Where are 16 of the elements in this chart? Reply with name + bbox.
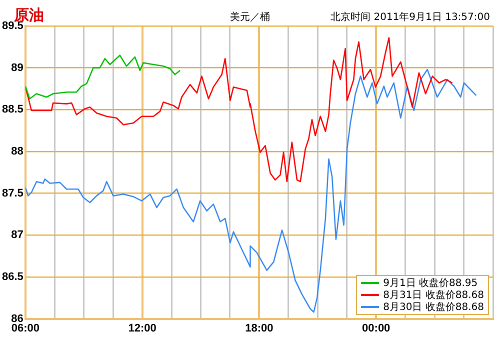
y-tick-label: 89	[11, 62, 24, 74]
text: 北京时间 2011年9月1日 13:57:00	[330, 10, 490, 24]
x-tick-label: 12:00	[128, 322, 156, 334]
x-tick-label: 06:00	[11, 322, 40, 334]
y-tick-label: 88	[11, 146, 24, 158]
y-tick-label: 86.5	[2, 271, 24, 284]
y-tick-label: 87	[11, 229, 24, 242]
legend-label: 8月30日 收盘价88.68	[383, 300, 484, 314]
y-tick-label: 87.5	[2, 187, 24, 200]
x-tick-label: 00:00	[362, 322, 390, 334]
legend-label: 8月31日 收盘价88.68	[383, 288, 484, 302]
legend-label: 9月1日 收盘价88.95	[383, 276, 478, 290]
y-tick-label: 86	[11, 312, 24, 325]
y-tick-label: 88.5	[2, 104, 24, 116]
x-tick-label: 18:00	[245, 322, 274, 334]
chart-subtitle: 美元／桶	[230, 10, 270, 24]
